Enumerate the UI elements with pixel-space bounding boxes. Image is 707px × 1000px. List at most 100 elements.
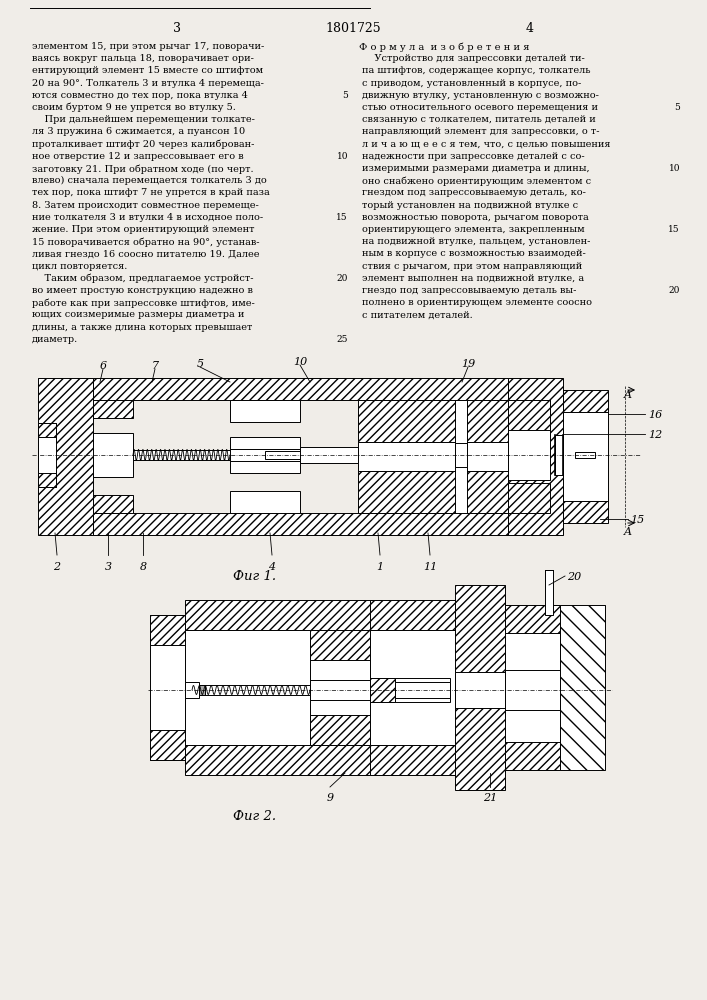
Bar bbox=[505, 670, 560, 710]
Bar bbox=[93, 495, 133, 513]
Text: 19: 19 bbox=[461, 359, 475, 369]
Bar bbox=[185, 630, 415, 745]
Text: 15: 15 bbox=[668, 225, 680, 234]
Bar bbox=[508, 483, 550, 513]
Bar bbox=[310, 680, 370, 700]
Bar bbox=[38, 423, 56, 437]
Bar bbox=[508, 400, 550, 430]
Bar bbox=[505, 605, 560, 633]
Text: ентирующий элемент 15 вместе со штифтом: ентирующий элемент 15 вместе со штифтом bbox=[32, 66, 263, 75]
Text: движную втулку, установленную с возможно-: движную втулку, установленную с возможно… bbox=[362, 91, 599, 100]
Bar bbox=[555, 435, 563, 475]
Bar bbox=[310, 715, 370, 745]
Bar bbox=[310, 630, 370, 660]
Text: полнено в ориентирующем элементе соосно: полнено в ориентирующем элементе соосно bbox=[362, 298, 592, 307]
Text: гнездо под запрессовываемую деталь вы-: гнездо под запрессовываемую деталь вы- bbox=[362, 286, 576, 295]
Text: оно снабжено ориентирующим элементом с: оно снабжено ориентирующим элементом с bbox=[362, 176, 591, 186]
Bar bbox=[230, 491, 300, 513]
Text: 8. Затем происходит совместное перемеще-: 8. Затем происходит совместное перемеще- bbox=[32, 201, 259, 210]
Text: Таким образом, предлагаемое устройст-: Таким образом, предлагаемое устройст- bbox=[32, 274, 254, 283]
Bar bbox=[230, 437, 300, 473]
Text: работе как при запрессовке штифтов, име-: работе как при запрессовке штифтов, име- bbox=[32, 298, 255, 308]
Text: 4: 4 bbox=[269, 562, 276, 572]
Text: проталкивает штифт 20 через калиброван-: проталкивает штифт 20 через калиброван- bbox=[32, 140, 255, 149]
Bar bbox=[185, 682, 199, 698]
Bar bbox=[455, 443, 467, 467]
Bar bbox=[38, 378, 93, 535]
Text: Фиг 1.: Фиг 1. bbox=[233, 570, 276, 583]
Text: тех пор, пока штифт 7 не упрется в край паза: тех пор, пока штифт 7 не упрется в край … bbox=[32, 188, 270, 197]
Text: 25: 25 bbox=[337, 335, 348, 344]
Bar bbox=[455, 585, 505, 790]
Bar bbox=[185, 745, 415, 775]
Text: 10: 10 bbox=[337, 152, 348, 161]
Text: Ф о р м у л а  и з о б р е т е н и я: Ф о р м у л а и з о б р е т е н и я bbox=[358, 42, 530, 51]
Bar bbox=[358, 471, 508, 513]
Text: торый установлен на подвижной втулке с: торый установлен на подвижной втулке с bbox=[362, 201, 578, 210]
Text: 20: 20 bbox=[669, 286, 680, 295]
Bar bbox=[563, 412, 608, 501]
Text: элемент выполнен на подвижной втулке, а: элемент выполнен на подвижной втулке, а bbox=[362, 274, 584, 283]
Text: 20 на 90°. Толкатель 3 и втулка 4 перемеща-: 20 на 90°. Толкатель 3 и втулка 4 переме… bbox=[32, 79, 264, 88]
Text: па штифтов, содержащее корпус, толкатель: па штифтов, содержащее корпус, толкатель bbox=[362, 66, 590, 75]
Bar bbox=[370, 630, 505, 745]
Text: связанную с толкателем, питатель деталей и: связанную с толкателем, питатель деталей… bbox=[362, 115, 596, 124]
Text: 16: 16 bbox=[648, 410, 662, 420]
Bar bbox=[395, 682, 450, 698]
Bar bbox=[370, 745, 505, 775]
Text: элементом 15, при этом рычаг 17, поворачи-: элементом 15, при этом рычаг 17, поворач… bbox=[32, 42, 264, 51]
Text: во имеет простую конструкцию надежно в: во имеет простую конструкцию надежно в bbox=[32, 286, 253, 295]
Bar bbox=[370, 600, 505, 630]
Text: При дальнейшем перемещении толкате-: При дальнейшем перемещении толкате- bbox=[32, 115, 255, 124]
Text: 15 поворачивается обратно на 90°, устанав-: 15 поворачивается обратно на 90°, устана… bbox=[32, 237, 259, 247]
Text: 3: 3 bbox=[105, 562, 112, 572]
Bar bbox=[545, 570, 553, 615]
Bar bbox=[455, 672, 505, 708]
Bar bbox=[150, 730, 185, 760]
Text: 20: 20 bbox=[337, 274, 348, 283]
Bar bbox=[93, 450, 358, 460]
Bar bbox=[455, 458, 467, 513]
Text: 5: 5 bbox=[342, 91, 348, 100]
Text: A: A bbox=[624, 527, 632, 537]
Bar bbox=[185, 685, 350, 695]
Text: ля 3 пружина 6 сжимается, а пуансон 10: ля 3 пружина 6 сжимается, а пуансон 10 bbox=[32, 127, 245, 136]
Text: влево) сначала перемещается толкатель 3 до: влево) сначала перемещается толкатель 3 … bbox=[32, 176, 267, 185]
Text: цикл повторяется.: цикл повторяется. bbox=[32, 262, 127, 271]
Text: 7: 7 bbox=[151, 361, 158, 371]
Bar bbox=[230, 400, 300, 422]
Bar bbox=[93, 378, 508, 400]
Bar bbox=[38, 423, 56, 487]
Text: с приводом, установленный в корпусе, по-: с приводом, установленный в корпусе, по- bbox=[362, 79, 581, 88]
Text: ются совместно до тех пор, пока втулка 4: ются совместно до тех пор, пока втулка 4 bbox=[32, 91, 248, 100]
Text: ливая гнездо 16 соосно питателю 19. Далее: ливая гнездо 16 соосно питателю 19. Дале… bbox=[32, 249, 259, 258]
Text: ное отверстие 12 и запрессовывает его в: ное отверстие 12 и запрессовывает его в bbox=[32, 152, 244, 161]
Text: Фиг 2.: Фиг 2. bbox=[233, 810, 276, 823]
Text: возможностью поворота, рычагом поворота: возможностью поворота, рычагом поворота bbox=[362, 213, 589, 222]
Bar bbox=[508, 378, 563, 535]
Text: стью относительного осевого перемещения и: стью относительного осевого перемещения … bbox=[362, 103, 598, 112]
Text: 2: 2 bbox=[54, 562, 61, 572]
Bar bbox=[505, 605, 560, 770]
Bar bbox=[575, 452, 595, 458]
Text: 6: 6 bbox=[100, 361, 107, 371]
Text: ным в корпусе с возможностью взаимодей-: ным в корпусе с возможностью взаимодей- bbox=[362, 249, 586, 258]
Bar bbox=[199, 685, 205, 695]
Bar bbox=[93, 400, 133, 418]
Text: 15: 15 bbox=[630, 515, 644, 525]
Bar bbox=[358, 400, 508, 442]
Text: 1801725: 1801725 bbox=[325, 22, 381, 35]
Text: Устройство для запрессовки деталей ти-: Устройство для запрессовки деталей ти- bbox=[362, 54, 585, 63]
Bar bbox=[455, 400, 467, 455]
Text: 10: 10 bbox=[293, 357, 307, 367]
Bar bbox=[370, 678, 450, 702]
Text: л и ч а ю щ е е с я тем, что, с целью повышения: л и ч а ю щ е е с я тем, что, с целью по… bbox=[362, 140, 611, 149]
Text: 5: 5 bbox=[197, 359, 204, 369]
Bar bbox=[93, 433, 133, 477]
Text: измеримыми размерами диаметра и длины,: измеримыми размерами диаметра и длины, bbox=[362, 164, 590, 173]
Bar bbox=[300, 447, 358, 463]
Text: направляющий элемент для запрессовки, о т-: направляющий элемент для запрессовки, о … bbox=[362, 127, 600, 136]
Bar bbox=[265, 451, 358, 459]
Bar bbox=[358, 442, 508, 471]
Text: 3: 3 bbox=[173, 22, 181, 35]
